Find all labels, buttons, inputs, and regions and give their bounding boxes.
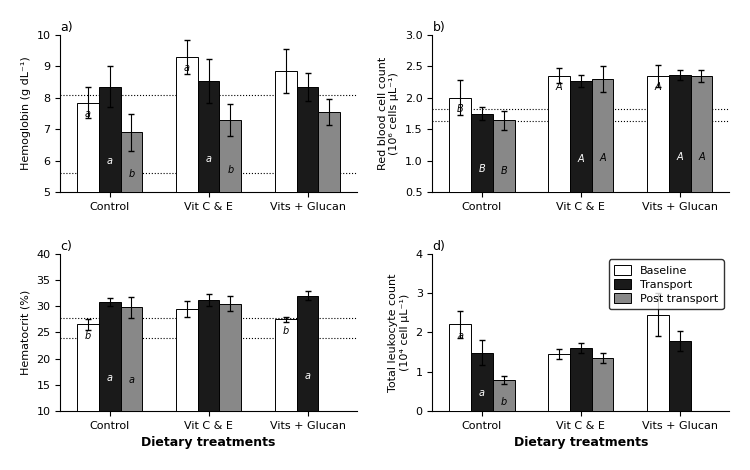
Bar [121,133,142,349]
Text: a: a [106,156,112,165]
Bar [297,296,319,463]
Y-axis label: Total leukocyte count
(10⁴ cell μL⁻¹): Total leukocyte count (10⁴ cell μL⁻¹) [388,273,410,392]
Text: b: b [283,326,289,336]
Bar [592,358,613,411]
Text: A: A [676,152,683,162]
Bar [274,319,297,463]
Text: d): d) [433,240,445,252]
Bar [77,324,99,463]
Text: a: a [479,388,485,399]
Bar [198,80,220,349]
Bar [99,87,121,349]
X-axis label: Dietary treatments: Dietary treatments [142,436,276,449]
Text: B: B [457,104,464,114]
Bar [548,354,570,411]
Text: b: b [85,331,91,341]
Text: a: a [458,331,464,341]
Text: a): a) [60,21,73,34]
Y-axis label: Hematocrit (%): Hematocrit (%) [21,290,31,375]
Bar [471,114,493,224]
Text: a: a [85,109,91,119]
Text: a: a [206,154,212,164]
Bar [449,324,471,411]
Text: A: A [698,152,705,162]
Bar [493,120,514,224]
Text: a: a [184,63,190,73]
Bar [570,81,592,224]
Bar [449,98,471,224]
Bar [647,314,669,411]
Bar [297,87,319,349]
Bar [77,102,99,349]
Y-axis label: Red blood cell count
(10⁶ cells μL⁻¹): Red blood cell count (10⁶ cells μL⁻¹) [378,57,400,170]
Text: A: A [556,82,562,92]
Text: A: A [655,82,662,92]
Text: b: b [227,165,233,175]
Text: b: b [128,169,134,179]
Bar [669,341,691,411]
Bar [176,309,198,463]
Bar [691,76,712,224]
Bar [669,75,691,224]
Bar [471,353,493,411]
Legend: Baseline, Transport, Post transport: Baseline, Transport, Post transport [609,259,724,309]
Text: A: A [599,153,606,163]
Text: a: a [106,373,112,383]
Bar [647,76,669,224]
Bar [220,304,242,463]
Text: b: b [500,397,507,407]
Bar [176,57,198,349]
Bar [99,302,121,463]
Bar [220,120,242,349]
Bar [592,79,613,224]
X-axis label: Dietary treatments: Dietary treatments [514,436,648,449]
Bar [319,112,340,349]
Text: A: A [578,154,584,164]
Bar [121,307,142,463]
Bar [274,71,297,349]
Text: B: B [478,164,485,173]
Bar [570,348,592,411]
Text: c): c) [60,240,72,252]
Text: b): b) [433,21,445,34]
Bar [548,76,570,224]
Text: B: B [500,165,507,176]
Y-axis label: Hemoglobin (g dL⁻¹): Hemoglobin (g dL⁻¹) [21,57,31,171]
Text: a: a [304,371,310,381]
Bar [493,380,514,411]
Bar [198,300,220,463]
Text: a: a [128,375,134,385]
